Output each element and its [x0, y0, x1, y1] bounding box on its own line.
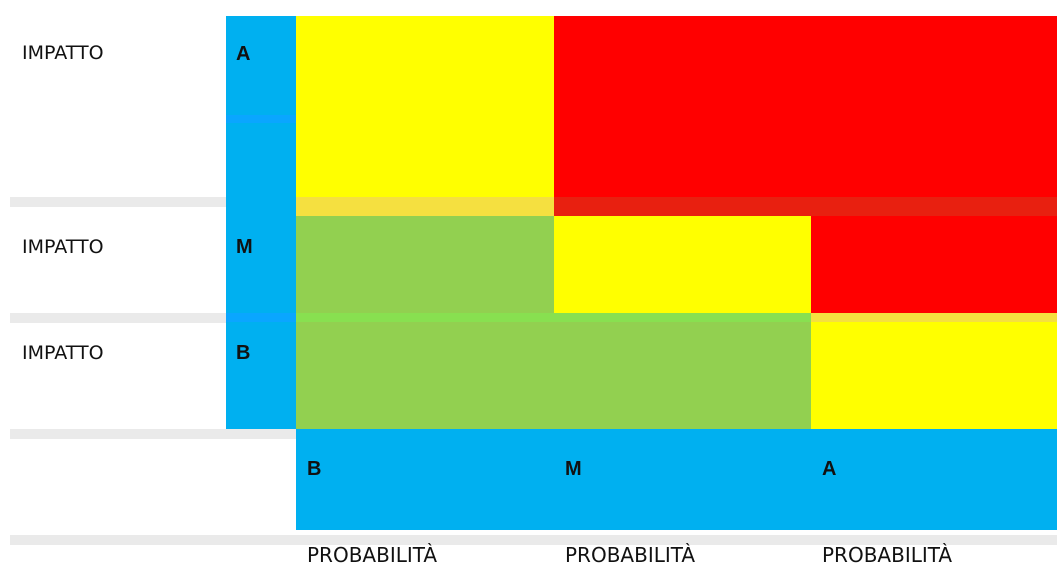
impact-axis-bar: [226, 16, 296, 429]
probability-axis-bar: [296, 429, 1057, 530]
cell-separator-strip-red: [554, 197, 1057, 216]
impact-axis-divider: [226, 313, 296, 322]
cell-mid-impact-low-prob: [296, 216, 554, 313]
cell-separator-strip-yellow: [296, 197, 554, 216]
cell-separator-strip-yellow: [811, 313, 1057, 322]
probability-label-low: PROBABILITÀ: [307, 543, 438, 567]
probability-level-high: A: [822, 458, 837, 480]
cell-mid-impact-high-prob: [811, 216, 1057, 313]
cell-mid-impact-mid-prob: [554, 216, 811, 313]
row-separator: [10, 535, 1057, 545]
row-label-medium: IMPATTO: [22, 236, 104, 258]
row-label-high: IMPATTO: [22, 42, 104, 64]
impact-level-high: A: [236, 43, 251, 65]
cell-low-impact-high-prob: [811, 322, 1057, 429]
probability-label-medium: PROBABILITÀ: [565, 543, 696, 567]
cell-high-impact-low-prob: [296, 16, 554, 197]
cell-low-impact-low-mid-prob: [296, 322, 811, 429]
impact-level-low: B: [236, 342, 251, 364]
row-label-low: IMPATTO: [22, 342, 104, 364]
cell-separator-strip-green: [296, 313, 811, 322]
impact-axis-divider: [226, 115, 296, 123]
impact-level-medium: M: [236, 236, 253, 258]
probability-level-medium: M: [565, 458, 582, 480]
cell-high-impact-mid-high-prob: [554, 16, 1057, 197]
probability-label-high: PROBABILITÀ: [822, 543, 953, 567]
probability-level-low: B: [307, 458, 322, 480]
